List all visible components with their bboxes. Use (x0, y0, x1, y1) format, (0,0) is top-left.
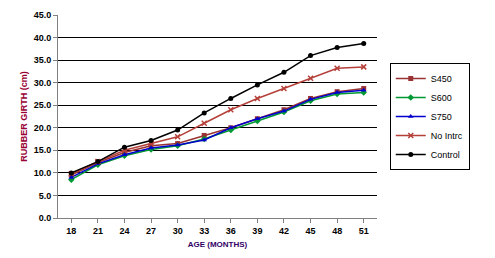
svg-text:45: 45 (306, 226, 316, 236)
svg-text:21: 21 (93, 226, 103, 236)
svg-text:35.0: 35.0 (34, 55, 52, 65)
svg-text:Control: Control (431, 150, 460, 160)
svg-text:No Intrc: No Intrc (431, 131, 463, 141)
svg-text:45.0: 45.0 (34, 10, 52, 20)
svg-text:10.0: 10.0 (34, 168, 52, 178)
svg-text:39: 39 (252, 226, 262, 236)
svg-text:S450: S450 (431, 74, 452, 84)
svg-text:5.0: 5.0 (39, 191, 52, 201)
svg-text:15.0: 15.0 (34, 145, 52, 155)
svg-text:36: 36 (226, 226, 236, 236)
svg-text:25.0: 25.0 (34, 100, 52, 110)
svg-text:18: 18 (66, 226, 76, 236)
svg-text:S600: S600 (431, 93, 452, 103)
svg-text:20.0: 20.0 (34, 123, 52, 133)
svg-text:40.0: 40.0 (34, 33, 52, 43)
svg-text:AGE (MONTHS): AGE (MONTHS) (188, 240, 248, 249)
svg-text:30: 30 (173, 226, 183, 236)
svg-text:42: 42 (279, 226, 289, 236)
svg-text:48: 48 (332, 226, 342, 236)
svg-text:33: 33 (199, 226, 209, 236)
svg-text:0.0: 0.0 (39, 213, 52, 223)
svg-text:51: 51 (359, 226, 369, 236)
svg-text:S750: S750 (431, 112, 452, 122)
svg-text:RUBBER GIRTH (cm): RUBBER GIRTH (cm) (19, 71, 29, 162)
svg-text:24: 24 (119, 226, 129, 236)
svg-text:30.0: 30.0 (34, 78, 52, 88)
svg-text:27: 27 (146, 226, 156, 236)
